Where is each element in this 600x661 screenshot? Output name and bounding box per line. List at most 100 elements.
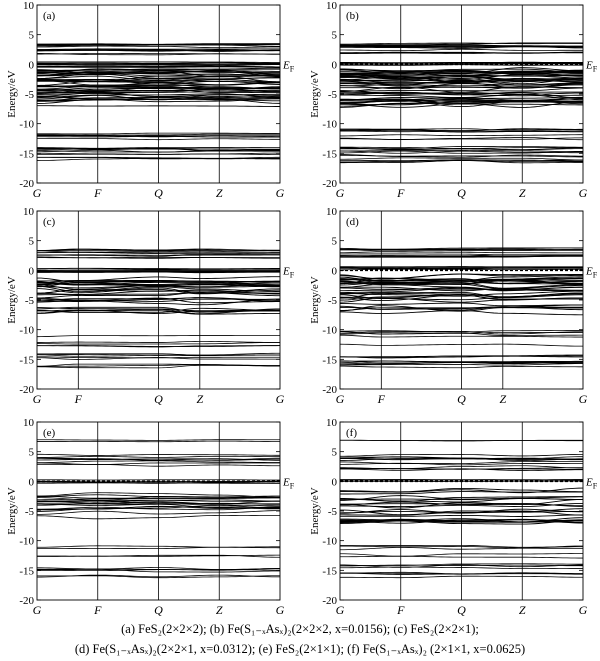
band-panel: 10 5 0 -5 -10 -15 -20 Energy/eV G F Q Z G (e) EF	[6, 417, 295, 617]
panel-label: (e)	[43, 427, 56, 439]
y-tick-label: -10	[322, 536, 337, 548]
y-tick-label: -5	[25, 295, 35, 307]
x-tick-label: Z	[216, 186, 223, 200]
y-tick-label: -5	[25, 506, 35, 518]
x-tick-label: F	[396, 603, 405, 617]
caption-part: (e) FeS₂(2×1×1);	[258, 642, 348, 656]
y-tick-label: 0	[332, 59, 338, 71]
y-axis-label: Energy/eV	[309, 487, 321, 535]
x-tick-label: G	[579, 603, 588, 617]
panel-label: (c)	[43, 216, 56, 228]
x-tick-label: Q	[154, 186, 163, 200]
x-tick-label: Q	[154, 603, 163, 617]
y-tick-label: 0	[332, 476, 338, 488]
x-tick-label: G	[33, 603, 42, 617]
x-tick-label: G	[336, 186, 345, 200]
x-tick-label: Z	[519, 603, 526, 617]
y-tick-label: -15	[322, 354, 337, 366]
band-panel: 10 5 0 -5 -10 -15 -20 Energy/eV G F Q Z G (a) EF	[6, 0, 295, 200]
y-tick-label: 0	[29, 265, 35, 277]
x-tick-label: F	[93, 186, 102, 200]
y-tick-label: -10	[19, 325, 34, 337]
x-tick-label: G	[336, 603, 345, 617]
y-tick-label: -15	[19, 354, 34, 366]
y-tick-label: -10	[19, 119, 34, 131]
y-axis-label: Energy/eV	[309, 276, 321, 324]
x-tick-label: G	[336, 392, 345, 406]
y-tick-label: -20	[19, 595, 34, 607]
y-tick-label: -10	[322, 119, 337, 131]
y-tick-label: 0	[29, 476, 35, 488]
x-tick-label: G	[276, 603, 285, 617]
panel-label: (f)	[346, 427, 357, 439]
y-tick-label: -20	[19, 384, 34, 396]
y-tick-label: 5	[29, 236, 35, 248]
panel-label: (a)	[43, 10, 56, 22]
band-lines	[340, 439, 583, 579]
y-tick-label: 10	[23, 417, 35, 429]
y-axis-label: Energy/eV	[6, 70, 18, 118]
figure-caption-line-1: (a) FeS₂(2×2×2); (b) Fe(S₁₋ₓAsₓ)₂(2×2×2,…	[0, 620, 600, 638]
y-tick-label: 10	[23, 0, 35, 12]
fermi-level-label: EF	[585, 59, 598, 73]
x-tick-label: Z	[196, 392, 203, 406]
band-panel: 10 5 0 -5 -10 -15 -20 Energy/eV G F Q Z G (c) EF	[6, 206, 295, 406]
x-tick-label: G	[33, 392, 42, 406]
x-tick-label: G	[33, 186, 42, 200]
band-panel: 10 5 0 -5 -10 -15 -20 Energy/eV G F Q Z G (b) EF	[309, 0, 598, 200]
y-tick-label: 10	[326, 0, 338, 12]
x-tick-label: F	[396, 186, 405, 200]
y-tick-label: -20	[322, 595, 337, 607]
x-tick-label: Z	[499, 392, 506, 406]
caption-part: (a) FeS₂(2×2×2);	[121, 622, 210, 636]
x-tick-label: F	[377, 392, 386, 406]
y-tick-label: 10	[326, 417, 338, 429]
fermi-level-label: EF	[282, 265, 295, 279]
figure-caption-line-2: (d) Fe(S₁₋ₓAsₓ)₂(2×2×1, x=0.0312); (e) F…	[0, 640, 600, 658]
panel-label: (d)	[346, 216, 359, 228]
y-tick-label: -5	[328, 295, 338, 307]
y-tick-label: 5	[332, 447, 338, 459]
y-tick-label: 0	[332, 265, 338, 277]
panel-label: (b)	[346, 10, 359, 22]
y-tick-label: 5	[332, 236, 338, 248]
y-tick-label: 10	[23, 206, 35, 218]
y-tick-label: 5	[29, 30, 35, 42]
x-tick-label: G	[276, 392, 285, 406]
x-tick-label: Q	[457, 603, 466, 617]
caption-part: (c) FeS₂(2×2×1);	[393, 622, 479, 636]
y-tick-label: -15	[322, 148, 337, 160]
y-tick-label: -5	[328, 506, 338, 518]
x-tick-label: Q	[457, 186, 466, 200]
fermi-level-label: EF	[585, 476, 598, 490]
y-tick-label: -5	[328, 89, 338, 101]
y-tick-label: 10	[326, 206, 338, 218]
y-tick-label: -20	[322, 178, 337, 190]
x-tick-label: Q	[154, 392, 163, 406]
x-tick-label: Z	[519, 186, 526, 200]
y-tick-label: -15	[19, 148, 34, 160]
y-tick-label: 5	[332, 30, 338, 42]
x-tick-label: Q	[457, 392, 466, 406]
x-tick-label: G	[579, 186, 588, 200]
x-tick-label: F	[93, 603, 102, 617]
y-tick-label: -5	[25, 89, 35, 101]
x-tick-label: F	[74, 392, 83, 406]
y-tick-label: 5	[29, 447, 35, 459]
caption-part: (d) Fe(S₁₋ₓAsₓ)₂(2×2×1, x=0.0312);	[74, 642, 259, 656]
caption-part: (f) Fe(S₁₋ₓAsₓ)₂ (2×1×1, x=0.0625)	[347, 642, 526, 656]
y-tick-label: -20	[19, 178, 34, 190]
band-panel: 10 5 0 -5 -10 -15 -20 Energy/eV G F Q Z G (f) EF	[309, 417, 598, 617]
y-axis-label: Energy/eV	[6, 276, 18, 324]
y-tick-label: -20	[322, 384, 337, 396]
fermi-level-label: EF	[282, 59, 295, 73]
y-tick-label: -10	[19, 536, 34, 548]
y-tick-label: -15	[19, 565, 34, 577]
y-tick-label: -10	[322, 325, 337, 337]
x-tick-label: Z	[216, 603, 223, 617]
x-tick-label: G	[579, 392, 588, 406]
fermi-level-label: EF	[282, 476, 295, 490]
fermi-level-label: EF	[585, 265, 598, 279]
x-tick-label: G	[276, 186, 285, 200]
